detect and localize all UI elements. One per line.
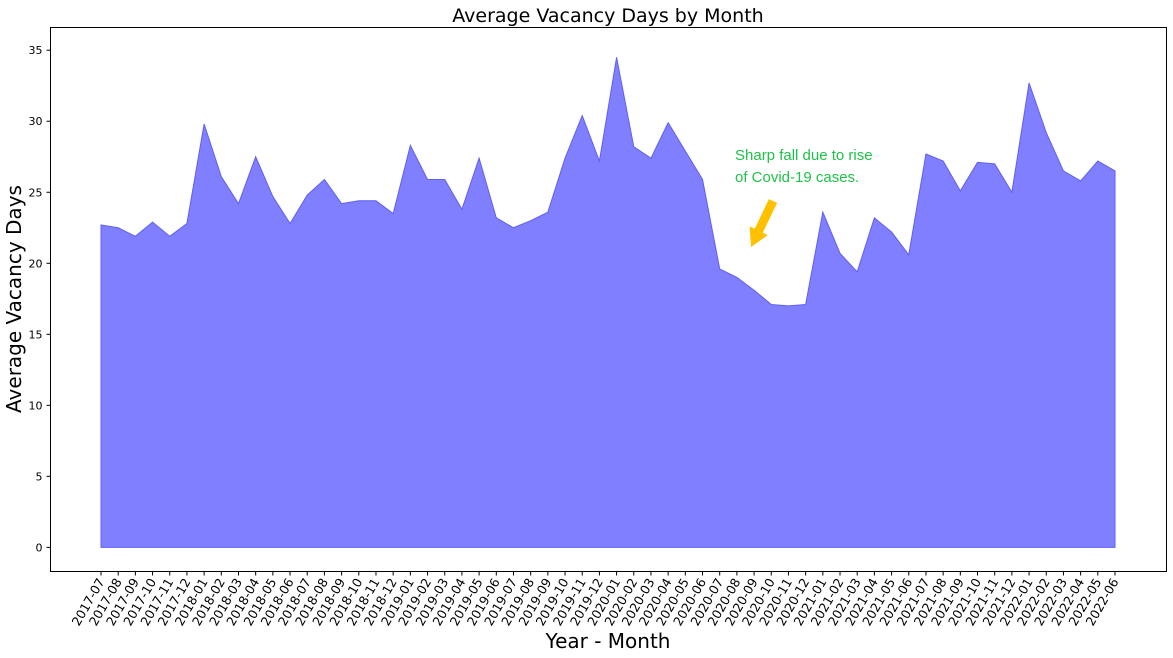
data-point <box>1079 180 1081 182</box>
y-tick-label: 0 <box>36 541 43 554</box>
data-point <box>925 153 927 155</box>
data-point <box>1011 191 1013 193</box>
data-point <box>581 114 583 116</box>
annotation-line-1: Sharp fall due to rise <box>735 147 873 164</box>
data-point <box>873 217 875 219</box>
data-point <box>237 202 239 204</box>
annotation-arrow-icon <box>749 199 778 247</box>
covid-annotation: Sharp fall due to rise of Covid-19 cases… <box>735 145 873 189</box>
data-point <box>839 252 841 254</box>
data-point <box>787 305 789 307</box>
data-point <box>701 178 703 180</box>
y-tick-label: 15 <box>29 328 43 341</box>
data-point <box>100 224 102 226</box>
data-point <box>461 208 463 210</box>
data-point <box>942 160 944 162</box>
data-point <box>753 289 755 291</box>
data-point <box>615 56 617 58</box>
area-series <box>100 57 1116 548</box>
data-point <box>358 200 360 202</box>
data-point <box>547 211 549 213</box>
data-point <box>375 200 377 202</box>
y-tick-label: 5 <box>36 470 43 483</box>
data-point <box>650 157 652 159</box>
y-tick-label: 20 <box>29 257 43 270</box>
data-point <box>976 161 978 163</box>
data-point <box>186 222 188 224</box>
y-tick-label: 25 <box>29 186 43 199</box>
data-point <box>340 202 342 204</box>
y-tick-label: 10 <box>29 399 43 412</box>
data-point <box>272 195 274 197</box>
x-axis-label: Year - Month <box>545 629 671 653</box>
plot-frame <box>50 27 1167 572</box>
data-point <box>959 190 961 192</box>
data-point <box>289 222 291 224</box>
data-point <box>169 235 171 237</box>
data-point <box>392 212 394 214</box>
data-point <box>1097 160 1099 162</box>
data-point <box>684 150 686 152</box>
data-point <box>856 271 858 273</box>
data-point <box>512 227 514 229</box>
data-point <box>993 163 995 165</box>
data-point <box>444 178 446 180</box>
data-point <box>1028 82 1030 84</box>
data-point <box>890 231 892 233</box>
data-point <box>1045 131 1047 133</box>
y-tick-label: 35 <box>29 44 43 57</box>
y-axis-label: Average Vacancy Days <box>2 185 26 413</box>
data-point <box>908 254 910 256</box>
data-point <box>770 303 772 305</box>
data-point <box>254 156 256 158</box>
data-point <box>1114 170 1116 172</box>
data-point <box>529 219 531 221</box>
data-point <box>409 144 411 146</box>
data-point <box>203 123 205 125</box>
data-point <box>134 235 136 237</box>
data-point <box>667 121 669 123</box>
data-point <box>151 221 153 223</box>
data-point <box>633 146 635 148</box>
data-point <box>426 178 428 180</box>
data-point <box>117 227 119 229</box>
data-point <box>1062 170 1064 172</box>
chart-title: Average Vacancy Days by Month <box>452 5 763 27</box>
data-point <box>822 211 824 213</box>
data-point <box>495 217 497 219</box>
data-point <box>598 160 600 162</box>
data-point <box>736 276 738 278</box>
data-point <box>564 157 566 159</box>
data-point <box>719 268 721 270</box>
data-point <box>220 175 222 177</box>
y-tick-label: 30 <box>29 115 43 128</box>
data-point <box>323 178 325 180</box>
annotation-line-2: of Covid-19 cases. <box>735 169 860 186</box>
data-point <box>306 194 308 196</box>
data-point <box>804 303 806 305</box>
data-point <box>478 157 480 159</box>
